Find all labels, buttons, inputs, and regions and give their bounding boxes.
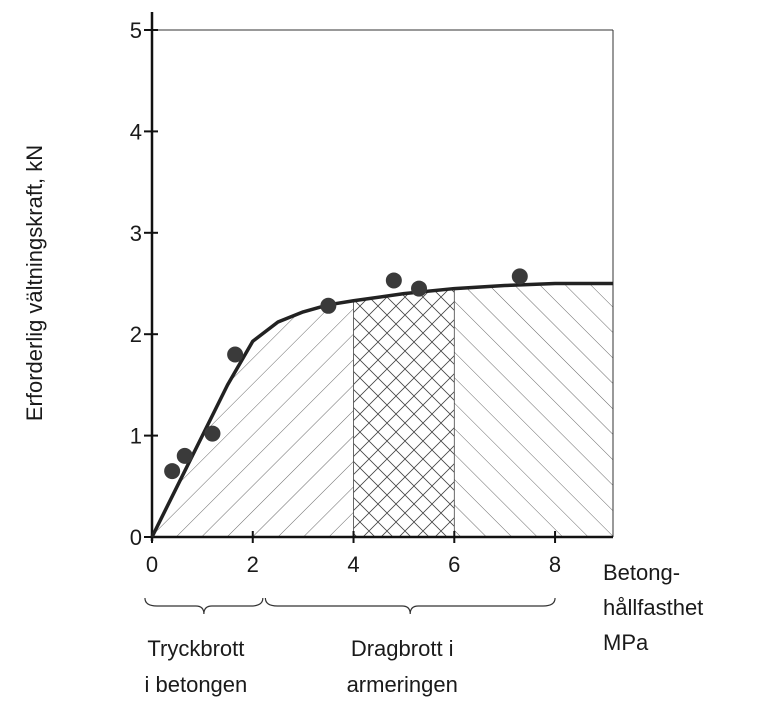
y-tick-label: 2 [130,322,142,347]
brace [144,597,264,615]
data-point [204,425,221,442]
y-tick-label: 1 [130,424,142,449]
annotation: i betongen [145,672,248,697]
y-axis-label: Erforderlig vältningskraft, kN [22,145,47,421]
x-tick-label: 4 [347,552,359,577]
annotation: armeringen [347,672,458,697]
y-tick-label: 0 [130,525,142,550]
x-tick-label: 8 [549,552,561,577]
data-point [176,447,193,464]
x-axis-label: MPa [603,630,649,655]
x-axis-label: hållfasthet [603,595,703,620]
x-tick-label: 0 [146,552,158,577]
hatch-region [454,283,613,537]
annotation: Tryckbrott [147,636,244,661]
data-point [385,272,402,289]
y-tick-label: 5 [130,18,142,43]
annotation: Dragbrott i [351,636,454,661]
hatch-region [353,283,455,537]
y-tick-label: 4 [130,119,142,144]
brace [264,597,556,615]
data-point [320,297,337,314]
data-point [164,463,181,480]
x-tick-label: 2 [247,552,259,577]
x-axis-label: Betong- [603,560,680,585]
data-point [511,268,528,285]
fit-curve [150,281,613,538]
y-tick-label: 3 [130,221,142,246]
data-point [227,346,244,363]
data-point [411,280,428,297]
x-tick-label: 6 [448,552,460,577]
